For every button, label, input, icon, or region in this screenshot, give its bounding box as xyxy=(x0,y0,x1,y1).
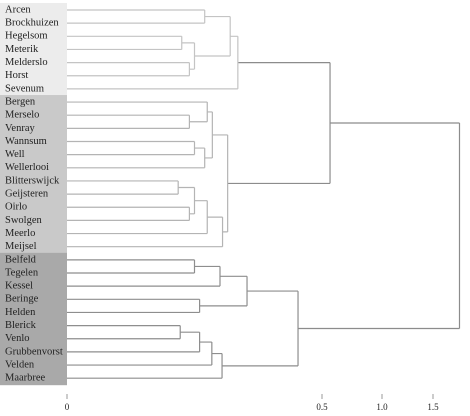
dendrogram-link xyxy=(67,200,208,235)
leaf-label: Helden xyxy=(5,307,36,318)
dendrogram-link xyxy=(67,35,239,90)
dendrogram-link xyxy=(67,265,221,287)
leaf-label: Kessel xyxy=(5,281,33,292)
leaf-label: Bergen xyxy=(5,96,36,107)
leaf-label: Sevenum xyxy=(5,83,44,94)
dendrogram-link xyxy=(67,259,196,274)
leaf-label: Venray xyxy=(5,123,35,134)
dendrogram-link xyxy=(67,35,183,51)
leaf-label: Meterik xyxy=(5,44,39,55)
dendrogram-link xyxy=(178,186,196,215)
x-tick-label: 1.5 xyxy=(427,402,439,412)
dendrogram-link xyxy=(67,147,206,169)
leaf-label: Venlo xyxy=(5,333,30,344)
leaf-label: Beringe xyxy=(5,294,39,305)
leaf-label: Melderslo xyxy=(5,57,48,68)
group-band xyxy=(0,95,67,254)
leaf-label: Arcen xyxy=(5,4,31,15)
group-band xyxy=(0,252,67,386)
dendrogram-link xyxy=(67,9,206,24)
dendrogram-link xyxy=(67,62,190,77)
x-tick-label: 0 xyxy=(65,402,70,412)
dendrogram-link xyxy=(67,216,224,248)
leaf-label: Maarbree xyxy=(5,373,46,384)
leaf-label: Brockhuizen xyxy=(5,18,59,29)
dendrogram-link xyxy=(67,101,208,123)
leaf-label: Tegelen xyxy=(5,267,39,278)
dendrogram-link xyxy=(67,352,223,379)
leaf-label: Grubbenvorst xyxy=(5,346,63,357)
leaf-label: Belfeld xyxy=(5,254,37,265)
leaf-label: Swolgen xyxy=(5,215,43,226)
leaf-label: Blerick xyxy=(5,320,37,331)
leaf-label: Oirlo xyxy=(5,202,27,213)
dendrogram-link xyxy=(199,275,248,307)
leaf-label: Horst xyxy=(5,70,28,81)
dendrogram-link xyxy=(227,62,331,185)
dendrogram-link xyxy=(181,42,196,70)
leaf-label: Blitterswijck xyxy=(5,175,60,186)
dendrogram-link xyxy=(67,341,213,366)
leaf-label: Meerlo xyxy=(5,228,35,239)
leaf-label: Velden xyxy=(5,359,35,370)
leaf-label: Well xyxy=(5,149,25,160)
dendrogram-link xyxy=(212,134,229,233)
dendrogram-link xyxy=(67,206,190,221)
dendrogram-link xyxy=(67,140,196,156)
leaf-label: Merselo xyxy=(5,110,39,121)
dendrogram-link xyxy=(67,325,181,340)
x-tick-label: 1.0 xyxy=(376,402,388,412)
leaf-label: Meijsel xyxy=(5,241,37,252)
leaf-label: Wellerlooi xyxy=(5,162,49,173)
dendrogram-link xyxy=(67,298,201,314)
dendrogram-link xyxy=(67,114,190,129)
x-tick-label: 0.5 xyxy=(316,402,328,412)
leaf-label: Geijsteren xyxy=(5,189,49,200)
leaf-label: Wannsum xyxy=(5,136,47,147)
dendrogram-link xyxy=(298,122,461,330)
dendrogram-link xyxy=(67,331,201,353)
dendrogram-link xyxy=(67,180,179,195)
leaf-label: Hegelsom xyxy=(5,31,48,42)
dendrogram-link xyxy=(204,111,213,159)
group-band xyxy=(0,3,67,96)
dendrogram-link xyxy=(194,15,231,57)
dendrogram-link xyxy=(222,290,299,367)
